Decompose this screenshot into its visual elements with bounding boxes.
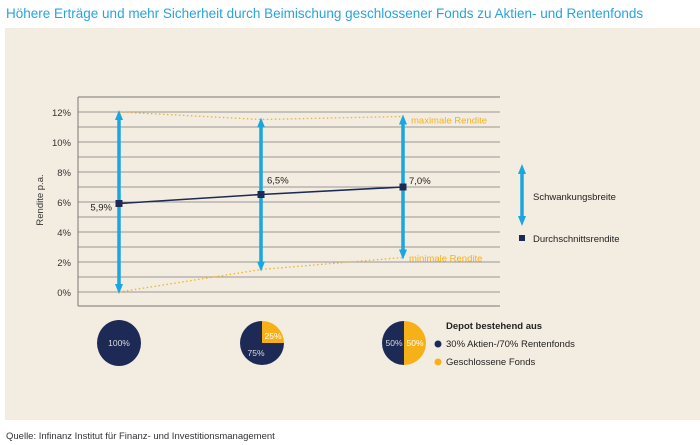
source-note: Quelle: Infinanz Institut für Finanz- un… [6,431,275,442]
range-arrow-head-up [257,117,265,128]
pie-slice [382,321,404,365]
range-arrow-head-down [115,284,123,294]
min-annotation: minimale Rendite [409,254,482,265]
data-label: 7,0% [409,176,431,187]
pie-legend-item: Geschlossene Fonds [446,357,535,368]
y-tick-label: 10% [52,138,72,149]
pie-slice [404,321,426,365]
pie-label: 50% [385,338,402,348]
data-label: 5,9% [90,203,112,214]
pie-label: 50% [406,338,423,348]
average-point [399,183,407,191]
legend-range-arrow-head-up [518,164,526,174]
y-tick-label: 0% [57,288,71,299]
pie-legend-title: Depot bestehend aus [446,321,542,332]
y-tick-label: 2% [57,258,71,269]
chart-title: Höhere Erträge und mehr Sicherheit durch… [6,6,644,21]
max-annotation: maximale Rendite [411,116,487,127]
y-tick-label: 12% [52,108,72,119]
legend-range-arrow-head-down [518,216,526,226]
range-arrow-head-up [399,114,407,125]
range-arrow-head-down [399,249,407,260]
data-label: 6,5% [267,176,289,187]
legend-gold-dot [434,358,442,366]
pie-slice [240,321,284,365]
pie-label: 75% [247,348,264,358]
y-tick-label: 4% [57,228,71,239]
range-arrow-head-up [115,110,123,120]
legend-navy-dot [434,340,442,348]
pie-slice [262,321,284,343]
pie-label: 100% [108,338,130,348]
average-point [257,191,265,198]
average-point [115,200,123,207]
y-axis-label: Rendite p.a. [35,174,46,225]
y-tick-label: 8% [57,168,71,179]
legend-average-marker [519,235,525,241]
pie-slice [97,320,141,366]
max-return-line [118,111,404,121]
y-tick-label: 6% [57,198,71,209]
legend-average-label: Durchschnittsrendite [533,234,620,245]
range-arrow-head-down [257,261,265,272]
pie-label: 25% [264,331,281,341]
legend-range-label: Schwankungsbreite [533,192,616,203]
pie-legend-item: 30% Aktien-/70% Rentenfonds [446,339,575,350]
